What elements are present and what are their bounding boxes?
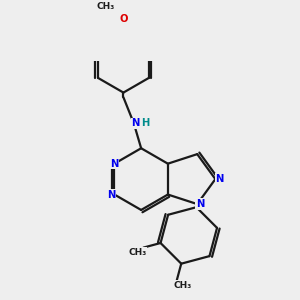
Text: CH₃: CH₃ bbox=[97, 2, 115, 10]
Text: N: N bbox=[216, 174, 224, 184]
Text: N: N bbox=[110, 159, 118, 169]
Text: H: H bbox=[141, 118, 149, 128]
Text: N: N bbox=[196, 199, 204, 209]
Text: O: O bbox=[119, 14, 128, 24]
Text: N: N bbox=[131, 118, 140, 128]
Text: CH₃: CH₃ bbox=[173, 281, 192, 290]
Text: CH₃: CH₃ bbox=[128, 248, 147, 256]
Text: N: N bbox=[107, 190, 116, 200]
